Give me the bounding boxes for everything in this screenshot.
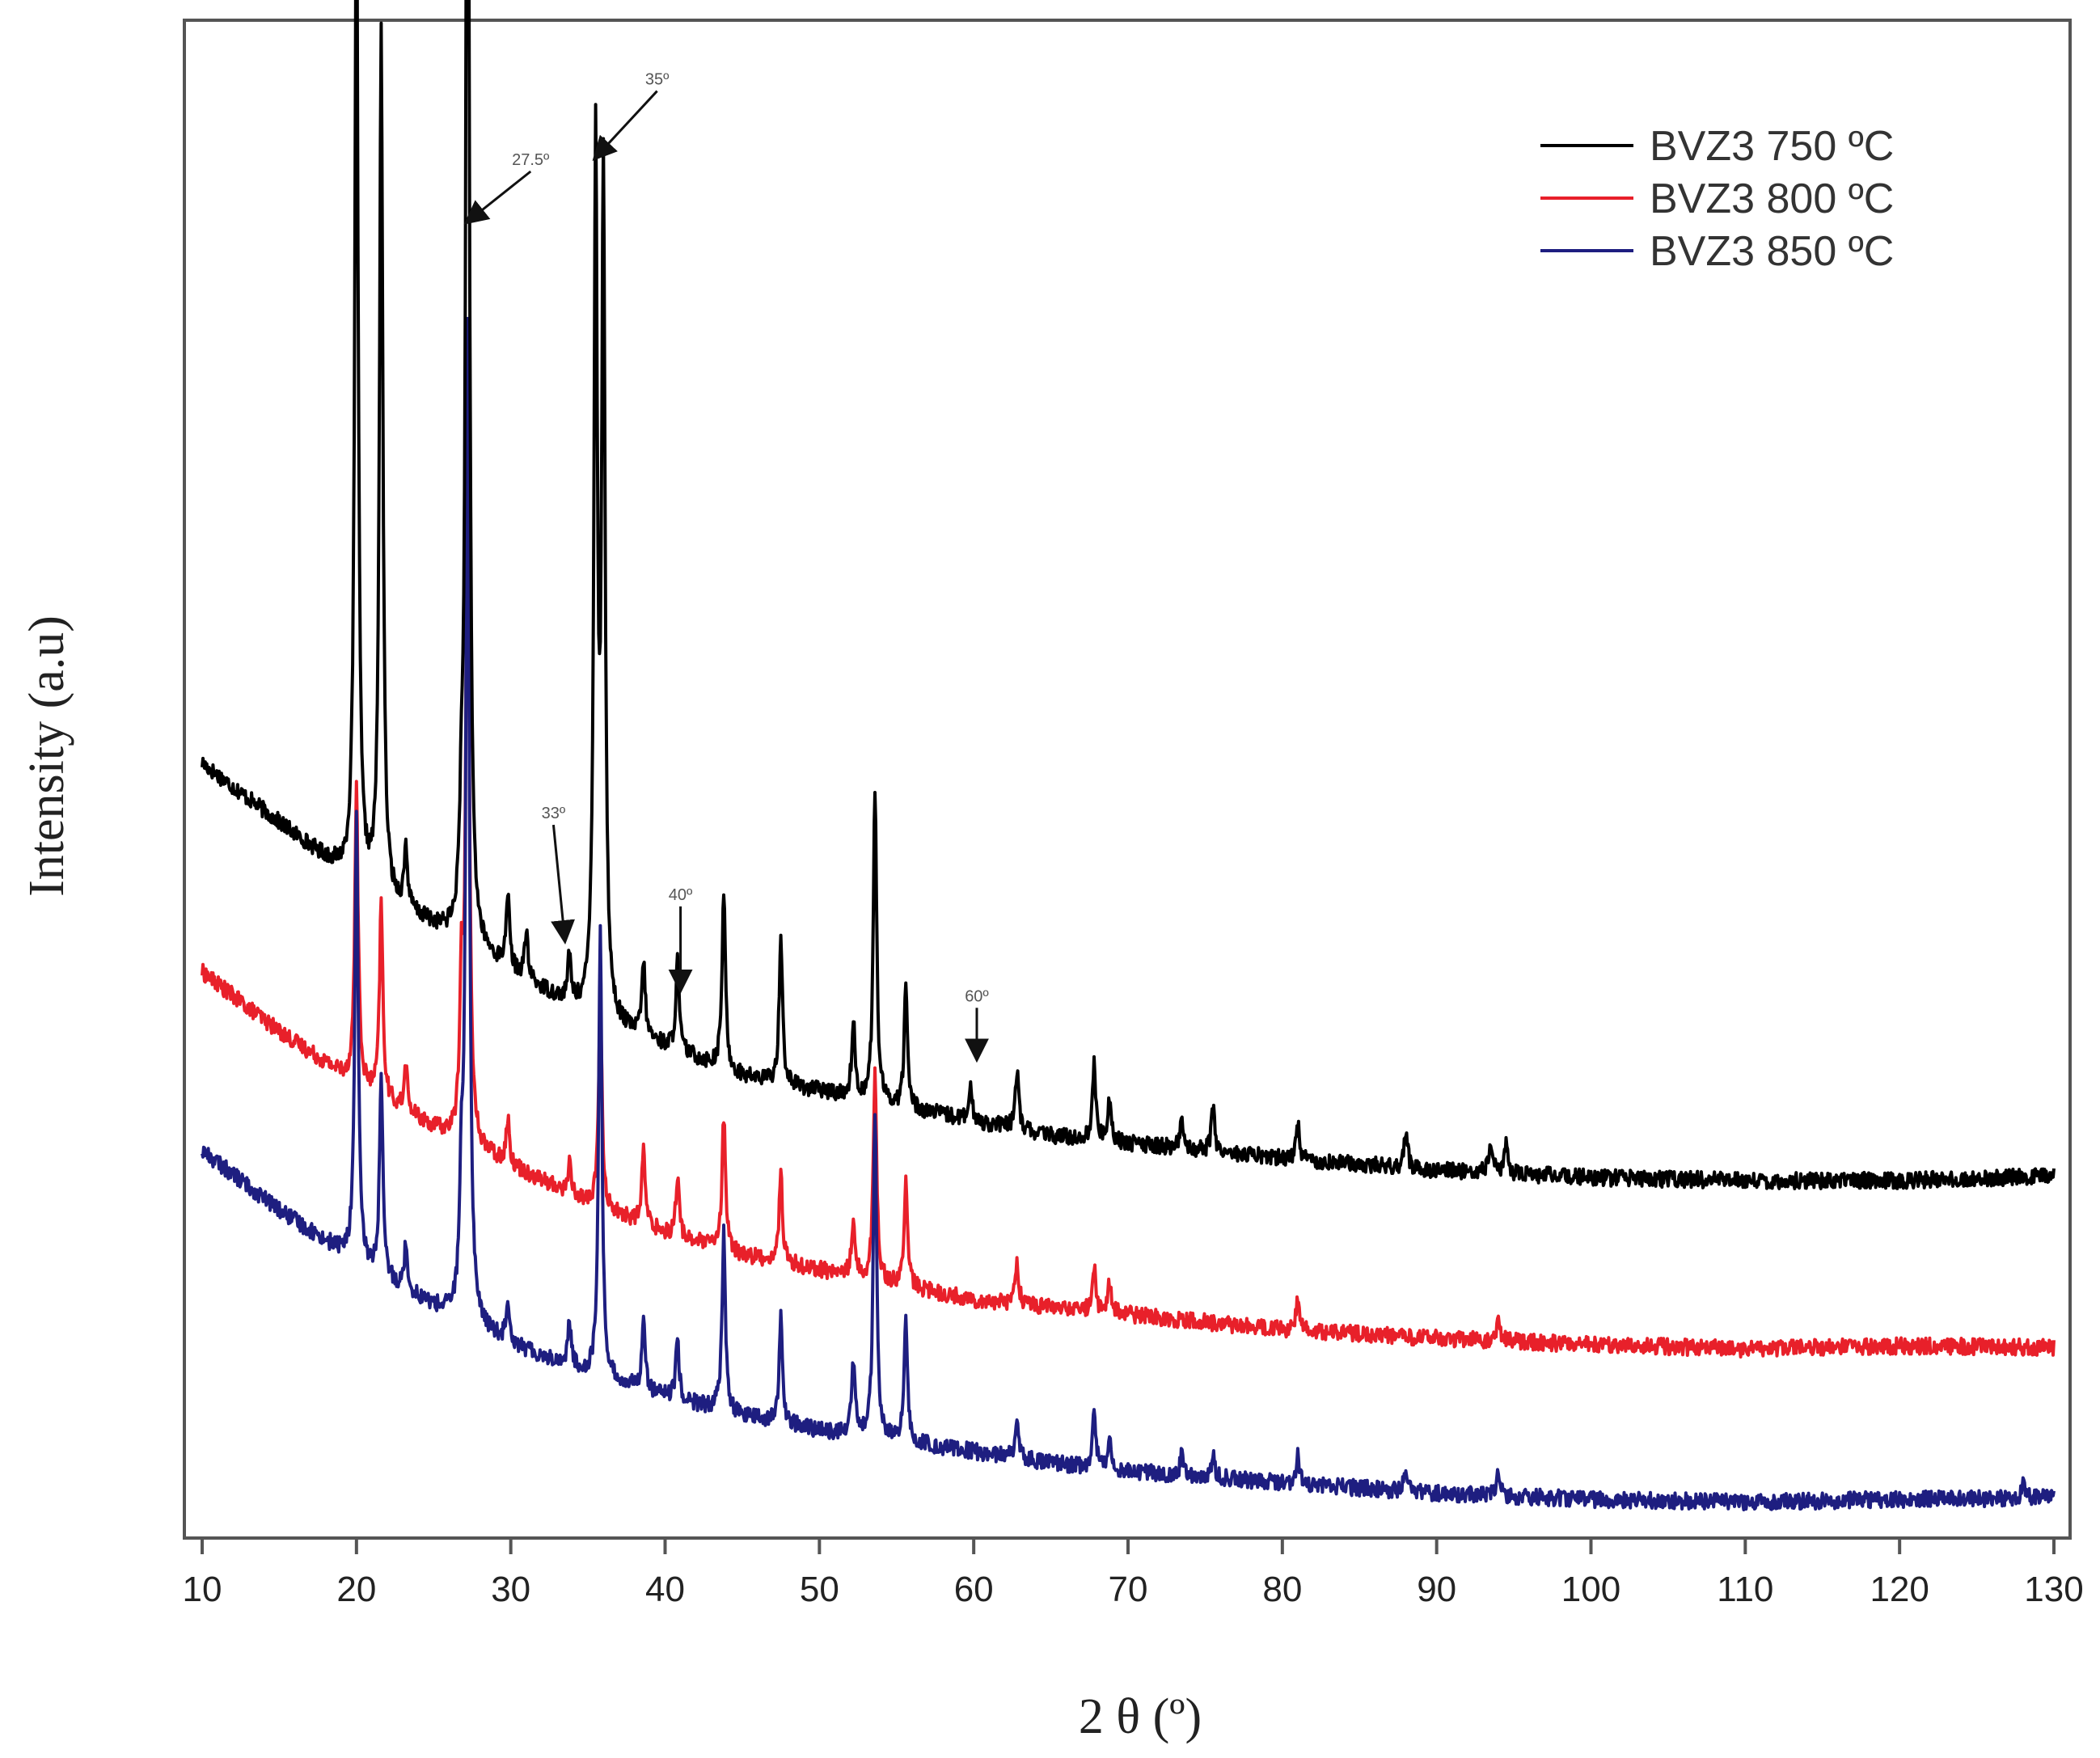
x-tick-label-40: 40 [645, 1570, 685, 1609]
x-tick-label-90: 90 [1417, 1570, 1456, 1609]
x-tick-label-80: 80 [1262, 1570, 1302, 1609]
plot-frame [183, 19, 2072, 1540]
legend-label-750: BVZ3 750 ºC [1650, 123, 1894, 170]
legend-label-800: BVZ3 800 ºC [1650, 175, 1894, 222]
x-tick-label-100: 100 [1561, 1570, 1620, 1609]
x-tick-label-60: 60 [954, 1570, 994, 1609]
series-850c-line [201, 316, 2056, 1511]
annotation-label-4: 40º [669, 886, 693, 904]
x-tick-label-120: 120 [1870, 1570, 1929, 1609]
annotation-label-2: 35º [645, 71, 670, 89]
x-tick-label-50: 50 [800, 1570, 839, 1609]
x-tick-label-70: 70 [1109, 1570, 1148, 1609]
annotation-label-3: 33º [542, 805, 566, 822]
series-800c-line [201, 430, 2056, 1359]
annotation-arrow-2 [592, 90, 658, 161]
legend: BVZ3 750 ºC BVZ3 800 ºC BVZ3 850 ºC [1540, 123, 1894, 275]
x-tick-label-30: 30 [491, 1570, 530, 1609]
x-tick-label-110: 110 [1717, 1570, 1773, 1609]
legend-label-850: BVZ3 850 ºC [1650, 228, 1894, 275]
annotation-label-5: 60º [965, 987, 989, 1005]
x-tick-label-10: 10 [183, 1570, 222, 1609]
y-axis-title: Intensity (a.u) [19, 615, 74, 897]
series-layer [201, 0, 2056, 1511]
series-750c-line [201, 0, 2056, 1190]
x-tick-label-20: 20 [336, 1570, 376, 1609]
x-axis-title: 2 θ (º) [1079, 1689, 1202, 1744]
annotation-arrow-3 [551, 824, 576, 945]
annotation-arrow-1 [463, 170, 532, 225]
x-tick-label-130: 130 [2024, 1570, 2083, 1609]
annotation-label-1: 27.5º [512, 151, 550, 169]
x-axis-ticks: 10 20 30 40 50 60 70 80 90 100 110 120 130 [183, 1538, 2084, 1609]
